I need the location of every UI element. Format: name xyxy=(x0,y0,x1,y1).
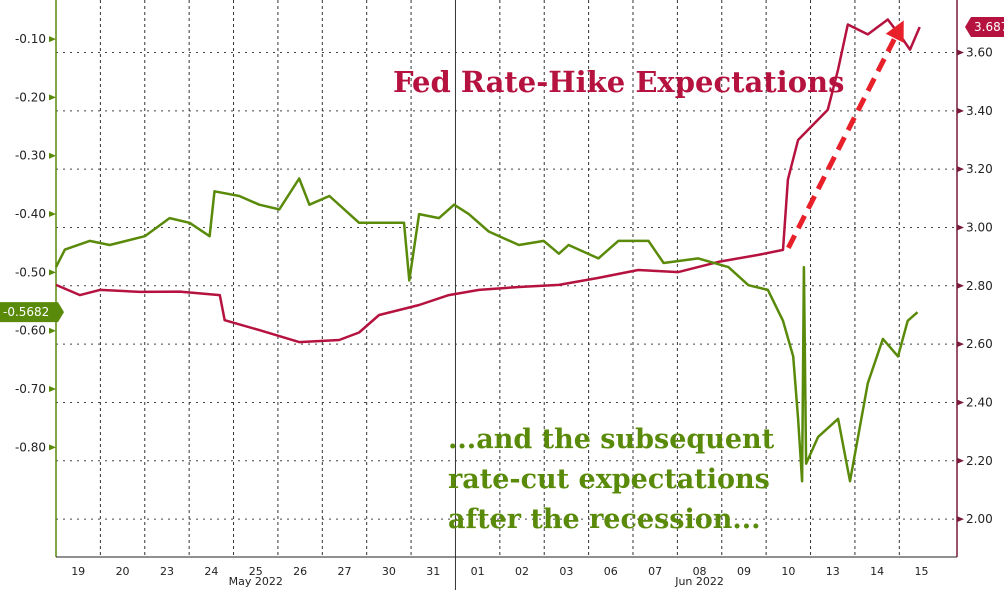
right-tick-label: 2.40 xyxy=(966,395,993,409)
right-tick-label: 3.20 xyxy=(966,162,993,176)
right-tick-mark xyxy=(957,457,964,464)
month-label: Jun 2022 xyxy=(674,575,724,588)
left-tick-mark xyxy=(49,211,56,218)
annotation-line-3: after the recession... xyxy=(448,504,761,535)
left-tick-label: -0.40 xyxy=(15,207,46,221)
axes: 19 20 23 24 25 26 27 30 31 01 02 03 06 07 08 09 10 13 14 15… xyxy=(15,0,993,588)
right-tick-mark xyxy=(957,166,964,173)
x-tick-label: 27 xyxy=(337,565,351,578)
last-value-label-left: -0.5682 xyxy=(3,305,49,319)
right-tick-mark xyxy=(957,224,964,231)
right-tick-label: 3.00 xyxy=(966,220,993,234)
x-tick-label: 20 xyxy=(116,565,130,578)
right-tick-mark xyxy=(957,341,964,348)
right-tick-mark xyxy=(957,107,964,114)
right-tick-label: 2.20 xyxy=(966,454,993,468)
x-tick-label: 14 xyxy=(870,565,884,578)
x-tick-label: 15 xyxy=(914,565,928,578)
last-value-badge-right xyxy=(965,16,1004,37)
left-tick-label: -0.60 xyxy=(15,324,46,338)
x-tick-label: 10 xyxy=(781,565,795,578)
month-label: May 2022 xyxy=(229,575,283,588)
left-tick-label: -0.50 xyxy=(15,265,46,279)
x-tick-label: 19 xyxy=(71,565,85,578)
right-tick-label: 3.60 xyxy=(966,45,993,59)
left-tick-label: -0.20 xyxy=(15,90,46,104)
grid xyxy=(56,0,957,590)
right-tick-label: 2.60 xyxy=(966,337,993,351)
right-tick-mark xyxy=(957,282,964,289)
left-tick-mark xyxy=(49,152,56,159)
arrow-shaft xyxy=(786,37,897,250)
x-tick-label: 03 xyxy=(559,565,573,578)
x-tick-label: 24 xyxy=(204,565,218,578)
series: 3.6875 -0.5682 xyxy=(0,16,1004,483)
annotation-line-2: rate-cut expectations xyxy=(448,464,770,495)
left-tick-label: -0.30 xyxy=(15,149,46,163)
x-tick-label: 23 xyxy=(160,565,174,578)
x-tick-label: 13 xyxy=(826,565,840,578)
x-tick-label: 07 xyxy=(648,565,662,578)
x-tick-label: 31 xyxy=(426,565,440,578)
left-tick-mark xyxy=(49,327,56,334)
right-tick-label: 2.00 xyxy=(966,512,993,526)
x-tick-label: 30 xyxy=(382,565,396,578)
x-tick-label: 01 xyxy=(471,565,485,578)
arrow-head-icon xyxy=(885,20,904,43)
x-tick-label: 25 xyxy=(249,565,263,578)
left-tick-label: -0.10 xyxy=(15,32,46,46)
left-tick-label: -0.80 xyxy=(15,440,46,454)
x-tick-label: 08 xyxy=(693,565,707,578)
left-tick-mark xyxy=(49,444,56,451)
last-value-label-right: 3.6875 xyxy=(974,20,1004,34)
series-line-left xyxy=(54,177,919,483)
left-tick-mark xyxy=(49,386,56,393)
left-tick-mark xyxy=(49,36,56,43)
right-tick-mark xyxy=(957,399,964,406)
left-tick-mark xyxy=(49,94,56,101)
last-value-badge-left xyxy=(0,302,64,323)
x-tick-label: 06 xyxy=(604,565,618,578)
right-tick-label: 2.80 xyxy=(966,279,993,293)
right-tick-mark xyxy=(957,49,964,56)
x-tick-label: 02 xyxy=(515,565,529,578)
chart-title: Fed Rate-Hike Expectations xyxy=(393,65,844,99)
x-tick-label: 09 xyxy=(737,565,751,578)
series-line-right xyxy=(55,18,921,344)
annotation-line-1: ...and the subsequent xyxy=(448,424,775,455)
x-tick-label: 26 xyxy=(293,565,307,578)
right-tick-label: 3.40 xyxy=(966,104,993,118)
left-tick-label: -0.70 xyxy=(15,382,46,396)
right-tick-mark xyxy=(957,516,964,523)
left-tick-mark xyxy=(49,269,56,276)
